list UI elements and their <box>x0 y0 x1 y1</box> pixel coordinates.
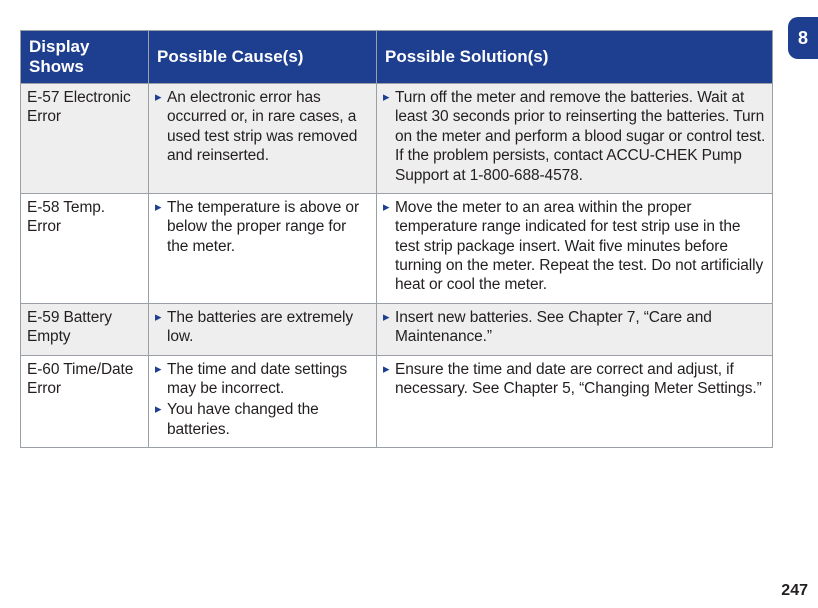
causes-list: The temperature is above or below the pr… <box>155 198 370 256</box>
causes-cell: The time and date settings may be incorr… <box>149 355 377 448</box>
solutions-list: Turn off the meter and remove the batter… <box>383 88 766 185</box>
table-body: E-57 Electronic Error An electronic erro… <box>21 84 773 448</box>
troubleshooting-table: Display Shows Possible Cause(s) Possible… <box>20 30 773 448</box>
table-row: E-60 Time/Date Error The time and date s… <box>21 355 773 448</box>
chapter-number: 8 <box>798 28 808 49</box>
display-cell: E-60 Time/Date Error <box>21 355 149 448</box>
solution-item: Insert new batteries. See Chapter 7, “Ca… <box>383 308 766 347</box>
solutions-list: Move the meter to an area within the pro… <box>383 198 766 295</box>
display-cell: E-58 Temp. Error <box>21 193 149 303</box>
cause-item: The temperature is above or below the pr… <box>155 198 370 256</box>
causes-list: An electronic error has occurred or, in … <box>155 88 370 166</box>
solutions-list: Ensure the time and date are correct and… <box>383 360 766 399</box>
causes-cell: An electronic error has occurred or, in … <box>149 84 377 194</box>
col-header-display: Display Shows <box>21 31 149 84</box>
solutions-cell: Turn off the meter and remove the batter… <box>377 84 773 194</box>
solution-item: Turn off the meter and remove the batter… <box>383 88 766 185</box>
table-row: E-58 Temp. Error The temperature is abov… <box>21 193 773 303</box>
cause-item: The batteries are extremely low. <box>155 308 370 347</box>
chapter-tab: 8 <box>788 17 818 59</box>
solutions-cell: Insert new batteries. See Chapter 7, “Ca… <box>377 303 773 355</box>
page-number: 247 <box>781 582 808 600</box>
cause-item: You have changed the batteries. <box>155 400 370 439</box>
solutions-cell: Move the meter to an area within the pro… <box>377 193 773 303</box>
col-header-solutions: Possible Solution(s) <box>377 31 773 84</box>
page: 8 Display Shows Possible Cause(s) Possib… <box>0 0 818 608</box>
solution-item: Ensure the time and date are correct and… <box>383 360 766 399</box>
table-row: E-59 Battery Empty The batteries are ext… <box>21 303 773 355</box>
cause-item: The time and date settings may be incorr… <box>155 360 370 399</box>
causes-list: The time and date settings may be incorr… <box>155 360 370 440</box>
causes-cell: The temperature is above or below the pr… <box>149 193 377 303</box>
col-header-causes: Possible Cause(s) <box>149 31 377 84</box>
display-cell: E-59 Battery Empty <box>21 303 149 355</box>
causes-list: The batteries are extremely low. <box>155 308 370 347</box>
solutions-list: Insert new batteries. See Chapter 7, “Ca… <box>383 308 766 347</box>
solutions-cell: Ensure the time and date are correct and… <box>377 355 773 448</box>
cause-item: An electronic error has occurred or, in … <box>155 88 370 166</box>
display-cell: E-57 Electronic Error <box>21 84 149 194</box>
table-header: Display Shows Possible Cause(s) Possible… <box>21 31 773 84</box>
causes-cell: The batteries are extremely low. <box>149 303 377 355</box>
solution-item: Move the meter to an area within the pro… <box>383 198 766 295</box>
table-row: E-57 Electronic Error An electronic erro… <box>21 84 773 194</box>
